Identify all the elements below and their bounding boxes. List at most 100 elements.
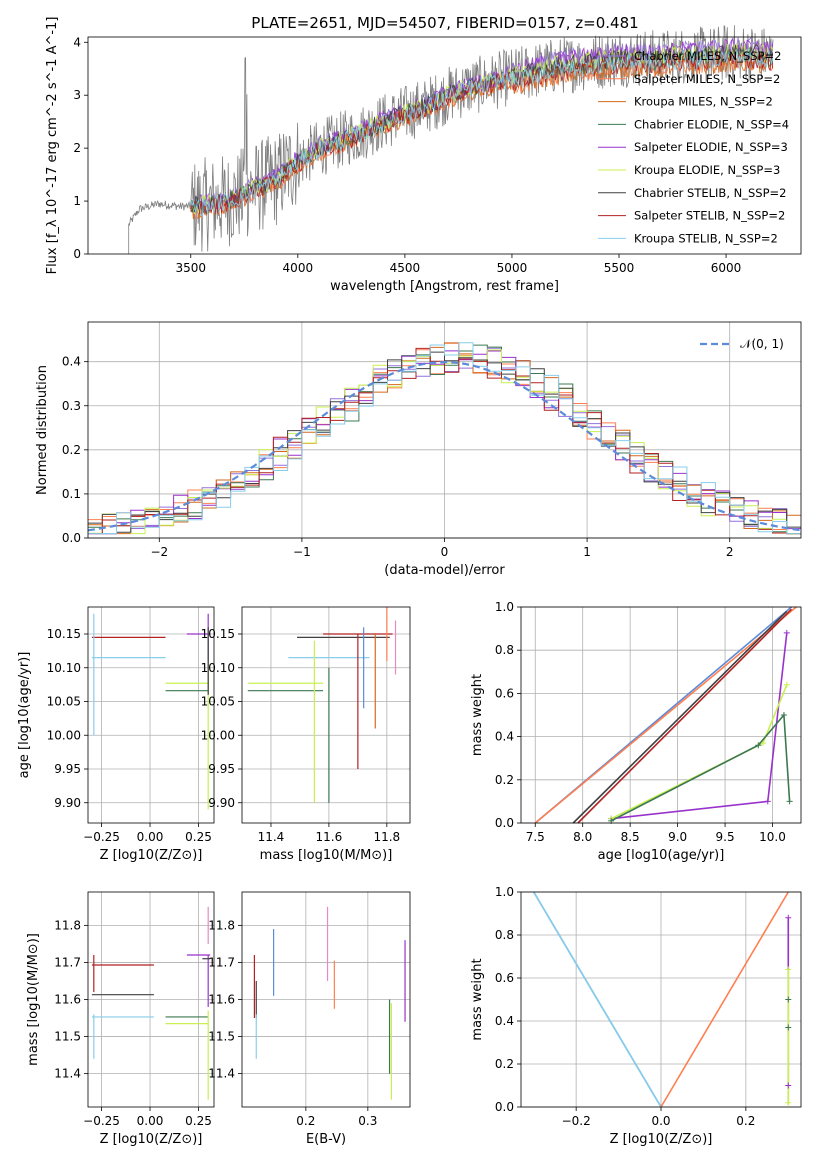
spectrum-legend-label: Chabrier ELODIE, N_SSP=4 — [634, 117, 789, 131]
spectrum-legend-label: Chabrier MILES, N_SSP=2 — [634, 49, 781, 63]
age_vs_mass-ytick-label: 9.95 — [208, 762, 235, 776]
age_vs_Z-ytick-label: 9.90 — [54, 796, 81, 810]
spectrum-ytick-label: 1 — [73, 194, 81, 208]
weight_vs_Z-ytick-label: 0.8 — [495, 928, 514, 942]
age_vs_Z-ylabel: age [log10(age/yr)] — [17, 652, 32, 779]
spectrum-legend-label: Kroupa ELODIE, N_SSP=3 — [634, 163, 780, 177]
weight-vs-age-marker — [786, 798, 793, 805]
weight-vs-age-polyline — [611, 632, 788, 820]
mass_vs_Z-ylabel: mass [log10(M/M⊙)] — [26, 933, 41, 1066]
spectrum-legend-label: Kroupa MILES, N_SSP=2 — [634, 95, 773, 109]
mass_vs_ebv-xlabel: E(B-V) — [306, 1132, 346, 1147]
weight-vs-age-polyline — [610, 712, 791, 822]
weight-vs-age-polyline — [610, 684, 788, 820]
axes-layer — [84, 36, 802, 1111]
age_vs_Z-xtick-label: 0.25 — [185, 830, 212, 844]
weight-vs-z-marker — [785, 1099, 792, 1106]
spectrum-xtick-label: 6000 — [711, 261, 742, 275]
text-layer: 3500 4000 4500 5000 5500 6000 0 1 2 3 4 wavelength … — [17, 17, 789, 1147]
spectrum-xtick-label: 5000 — [497, 261, 528, 275]
mass_vs_ebv-ytick-label: 11.7 — [208, 955, 235, 969]
age_vs_Z-ytick-label: 10.15 — [47, 627, 81, 641]
spectrum-xtick-label: 4500 — [390, 261, 421, 275]
age_vs_Z-xlabel: Z [log10(Z/Z⊙)] — [100, 848, 203, 863]
residuals-ytick-label: 0.1 — [62, 487, 81, 501]
weight_vs_Z-ylabel: mass weight — [470, 958, 485, 1040]
weight-vs-z-marker — [785, 996, 792, 1003]
spectrum-ytick-label: 4 — [73, 35, 81, 49]
mass_vs_Z-ytick-label: 11.6 — [54, 993, 81, 1007]
weight_vs_age-xtick-label: 9.5 — [716, 830, 735, 844]
spectrum-ytick-label: 2 — [73, 141, 81, 155]
weight_vs_Z-xtick-label: −0.2 — [562, 1114, 591, 1128]
residuals-frame — [87, 321, 802, 539]
residuals-ytick-label: 0.4 — [62, 355, 81, 369]
age_vs_Z-xtick-label: 0.00 — [137, 830, 164, 844]
weight_vs_age-xtick-label: 7.5 — [526, 830, 545, 844]
weight-vs-age-marker — [783, 681, 790, 688]
weight_vs_Z-xlabel: Z [log10(Z/Z⊙)] — [610, 1132, 713, 1147]
residuals-ytick-label: 0.3 — [62, 399, 81, 413]
age_vs_mass-frame — [241, 606, 411, 824]
age_vs_mass-ytick-label: 10.15 — [201, 627, 235, 641]
residual-histogram — [88, 347, 801, 535]
age_vs_mass-xlabel: mass [log10(M/M⊙)] — [260, 848, 393, 863]
weight-vs-age-marker — [783, 629, 790, 636]
weight_vs_age-ytick-label: 0.4 — [495, 730, 514, 744]
weight_vs_age-ytick-label: 0.0 — [495, 816, 514, 830]
residuals-xlabel: (data-model)/error — [384, 563, 505, 578]
residuals-ytick-label: 0.2 — [62, 443, 81, 457]
spectrum-model-line — [190, 49, 774, 217]
weight_vs_age-xtick-label: 8.0 — [573, 830, 592, 844]
spectrum-xlabel: wavelength [Angstrom, rest frame] — [330, 279, 559, 294]
mass_vs_ebv-xtick-label: 0.2 — [296, 1114, 315, 1128]
weight_vs_age-ylabel: mass weight — [470, 674, 485, 756]
age_vs_mass-ytick-label: 10.05 — [201, 695, 235, 709]
age_vs_mass-ytick-label: 10.00 — [201, 728, 235, 742]
mass_vs_ebv-ytick-label: 11.6 — [208, 993, 235, 1007]
data-layer — [87, 24, 802, 1108]
weight_vs_Z-xtick-label: 0.0 — [651, 1114, 670, 1128]
age_vs_mass-xtick-label: 11.8 — [373, 830, 400, 844]
weight_vs_age-ytick-label: 0.2 — [495, 773, 514, 787]
weight_vs_Z-ytick-label: 0.4 — [495, 1014, 514, 1028]
residuals-xtick-label: −2 — [150, 545, 168, 559]
residuals-ylabel: Normed distribution — [35, 365, 50, 495]
spectrum-xtick-label: 3500 — [176, 261, 207, 275]
age_vs_mass-ytick-label: 9.90 — [208, 796, 235, 810]
weight-vs-age-line — [577, 608, 793, 824]
weight_vs_Z-ytick-label: 0.6 — [495, 971, 514, 985]
mass_vs_Z-ytick-label: 11.7 — [54, 955, 81, 969]
age_vs_mass-xtick-label: 11.4 — [258, 830, 285, 844]
age_vs_Z-frame — [87, 606, 215, 824]
mass_vs_ebv-frame — [241, 891, 411, 1108]
age_vs_Z-ytick-label: 10.05 — [47, 695, 81, 709]
weight-vs-age-line — [534, 606, 797, 824]
age_vs_Z-xtick-label: −0.25 — [83, 830, 120, 844]
weight_vs_age-xtick-label: 9.0 — [668, 830, 687, 844]
weight_vs_age-ytick-label: 0.6 — [495, 686, 514, 700]
weight-vs-z-marker — [785, 914, 792, 921]
mass_vs_Z-xtick-label: 0.25 — [185, 1114, 212, 1128]
weight_vs_age-xtick-label: 8.5 — [621, 830, 640, 844]
normal-curve — [87, 360, 802, 532]
mass_vs_Z-ytick-label: 11.5 — [54, 1030, 81, 1044]
residuals-ytick-label: 0.0 — [62, 531, 81, 545]
spectrum-frame — [87, 36, 802, 255]
spectrum-ylabel: Flux [f_λ 10^-17 erg cm^-2 s^-1 A^-1] — [45, 17, 60, 275]
weight_vs_Z-ytick-label: 0.0 — [495, 1100, 514, 1114]
age_vs_mass-ytick-label: 10.10 — [201, 661, 235, 675]
weight_vs_Z-ytick-label: 0.2 — [495, 1057, 514, 1071]
weight-vs-z-marker — [785, 966, 792, 973]
weight-vs-age-marker — [764, 798, 771, 805]
residuals-xtick-label: 0 — [441, 545, 449, 559]
age_vs_Z-ytick-label: 10.10 — [47, 661, 81, 675]
mass_vs_Z-xtick-label: −0.25 — [83, 1114, 120, 1128]
residuals-xtick-label: −1 — [293, 545, 311, 559]
spectrum-xtick-label: 5500 — [604, 261, 635, 275]
mass_vs_Z-ytick-label: 11.4 — [54, 1067, 81, 1081]
residuals-xtick-label: 2 — [726, 545, 734, 559]
mass_vs_ebv-ytick-label: 11.5 — [208, 1030, 235, 1044]
spectrum-legend-label: Salpeter ELODIE, N_SSP=3 — [634, 140, 788, 154]
weight_vs_age-ytick-label: 1.0 — [495, 600, 514, 614]
